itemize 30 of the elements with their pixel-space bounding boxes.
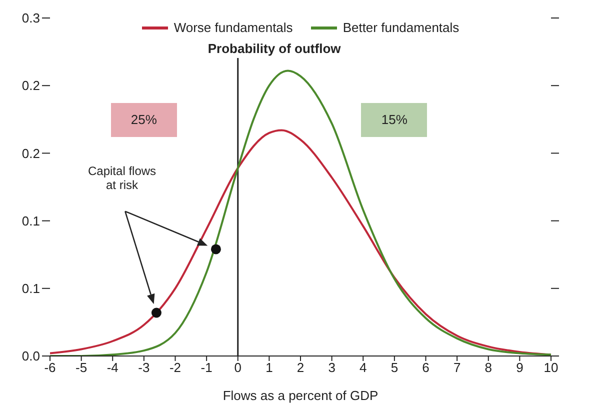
annotation: Capital flows at risk bbox=[87, 164, 158, 192]
legend-label: Worse fundamentals bbox=[174, 20, 293, 35]
x-tick-label: -2 bbox=[169, 360, 182, 376]
y-tick-label: 0.1 bbox=[22, 281, 40, 296]
x-tick-label: -5 bbox=[76, 360, 88, 376]
x-tick-label: -4 bbox=[106, 360, 118, 376]
x-tick-label: 4 bbox=[360, 360, 367, 376]
annotation: 15% bbox=[381, 112, 408, 128]
annotation: 25% bbox=[130, 112, 157, 128]
x-tick-label: 0 bbox=[234, 360, 242, 376]
legend-label: Better fundamentals bbox=[342, 20, 460, 35]
x-tick-label: 8 bbox=[484, 360, 492, 376]
y-tick-label: 0.3 bbox=[22, 10, 40, 26]
y-tick-label: 0.2 bbox=[22, 146, 40, 161]
x-tick-label: -1 bbox=[200, 360, 212, 376]
x-tick-label: 7 bbox=[453, 360, 461, 376]
x-tick-label: 3 bbox=[328, 360, 336, 376]
x-tick-label: 2 bbox=[296, 360, 304, 376]
x-tick-label: 1 bbox=[266, 360, 273, 376]
y-tick-label: 0.0 bbox=[22, 348, 40, 364]
x-axis-title: Flows as a percent of GDP bbox=[222, 388, 378, 403]
x-tick-label: -3 bbox=[138, 360, 150, 376]
x-tick-label: 6 bbox=[422, 360, 430, 376]
x-tick-label: 9 bbox=[516, 360, 524, 376]
x-tick-label: 5 bbox=[390, 360, 398, 376]
y-tick-label: 0.1 bbox=[22, 213, 40, 228]
x-tick-label: 10 bbox=[544, 360, 558, 376]
y-tick-label: 0.2 bbox=[22, 78, 40, 94]
x-tick-label: -6 bbox=[44, 360, 56, 376]
ref-line-label: Probability of outflow bbox=[208, 41, 342, 56]
